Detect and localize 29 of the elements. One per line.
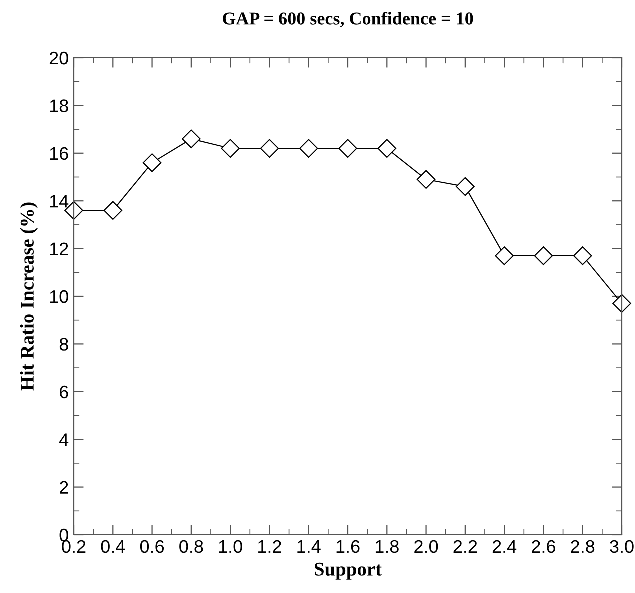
y-tick-label: 20	[50, 52, 68, 65]
y-tick-label: 18	[50, 100, 68, 112]
x-tick-label: 1.8	[376, 540, 399, 554]
x-tick-label: 2.0	[414, 540, 438, 554]
x-tick-label: 1.6	[336, 540, 360, 554]
y-tick-label: 6	[60, 386, 68, 399]
x-tick-label: 2.4	[492, 540, 517, 553]
x-tick-label: 2.6	[532, 540, 556, 554]
x-tick-label: 1.0	[219, 540, 242, 554]
x-tick-label: 0.6	[140, 540, 164, 554]
x-tick-label: 2.8	[571, 540, 595, 554]
y-tick-label: 0	[60, 528, 68, 542]
x-tick-label: 1.2	[258, 540, 282, 553]
x-axis-title: Support	[314, 562, 382, 580]
y-tick-label: 4	[60, 434, 69, 446]
x-tick-label: 3.0	[610, 540, 634, 554]
x-tick-label: 0.4	[101, 540, 126, 554]
x-tick-label: 0.2	[62, 540, 86, 554]
y-axis-title: Hit Ratio Increase (%)	[20, 202, 38, 391]
y-tick-label: 12	[50, 242, 68, 256]
y-tick-label: 14	[50, 195, 69, 208]
y-tick-label: 10	[50, 290, 68, 304]
y-tick-label: 2	[60, 481, 68, 494]
y-tick-label: 16	[50, 147, 68, 160]
x-tick-label: 1.4	[298, 540, 321, 553]
x-tick-label: 0.8	[180, 540, 204, 554]
y-tick-label: 8	[60, 338, 68, 351]
chart-title: GAP = 600 secs, Confidence = 10	[222, 12, 474, 28]
x-tick-label: 2.2	[454, 540, 478, 553]
